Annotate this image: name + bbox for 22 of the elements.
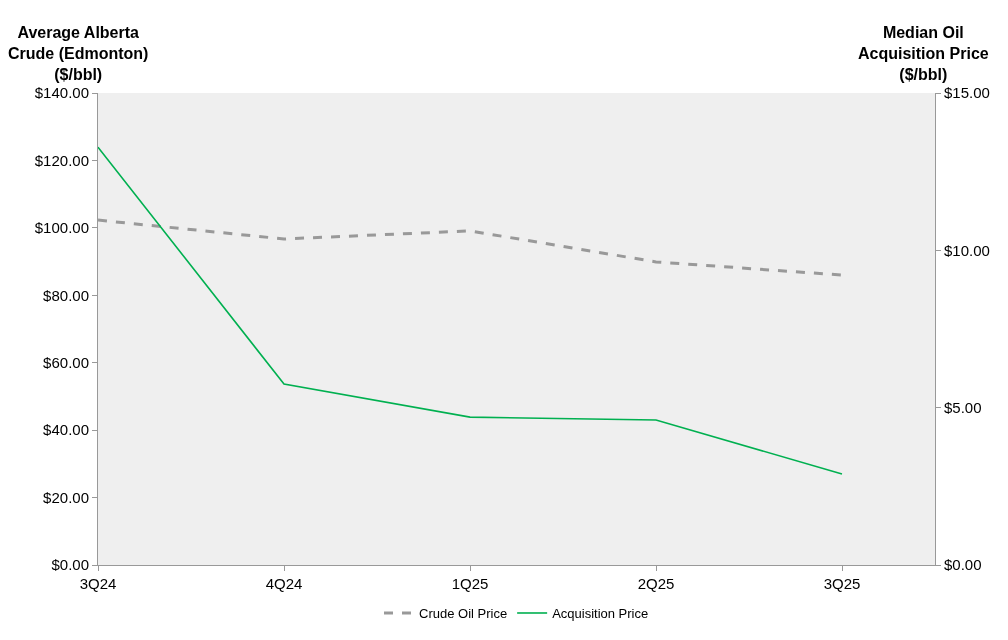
y-tick-label: $100.00 [34,219,89,237]
legend-label: Crude Oil Price [419,606,508,622]
line-series [98,146,843,475]
y2-tick-label: $15.00 [944,84,990,102]
y-tick-label: $120.00 [34,151,89,169]
x-tick-label: 2Q25 [637,575,675,592]
x-tick-label: 4Q24 [265,575,303,592]
y-tick-label: $80.00 [43,286,89,304]
y-tick-label: $20.00 [43,488,89,506]
y2-tick-label: $5.00 [944,398,982,416]
x-tick-label: 3Q25 [823,575,861,592]
x-tick-label: 3Q24 [79,575,117,592]
legend-label: Acquisition Price [552,606,649,622]
y2-tick-label: $10.00 [944,241,990,259]
y-tick-label: $0.00 [51,556,89,574]
y-tick-label: $60.00 [43,353,89,371]
y2-axis-title: Median Oil Acquisition Price ($/bbl) [858,24,989,83]
x-tick-label: 1Q25 [451,575,489,592]
y2-tick-label: $0.00 [944,556,982,574]
y-tick-label: $140.00 [34,84,89,102]
y-axis-title: Average Alberta Crude (Edmonton) ($/bbl) [8,24,149,83]
y-tick-label: $40.00 [43,421,89,439]
